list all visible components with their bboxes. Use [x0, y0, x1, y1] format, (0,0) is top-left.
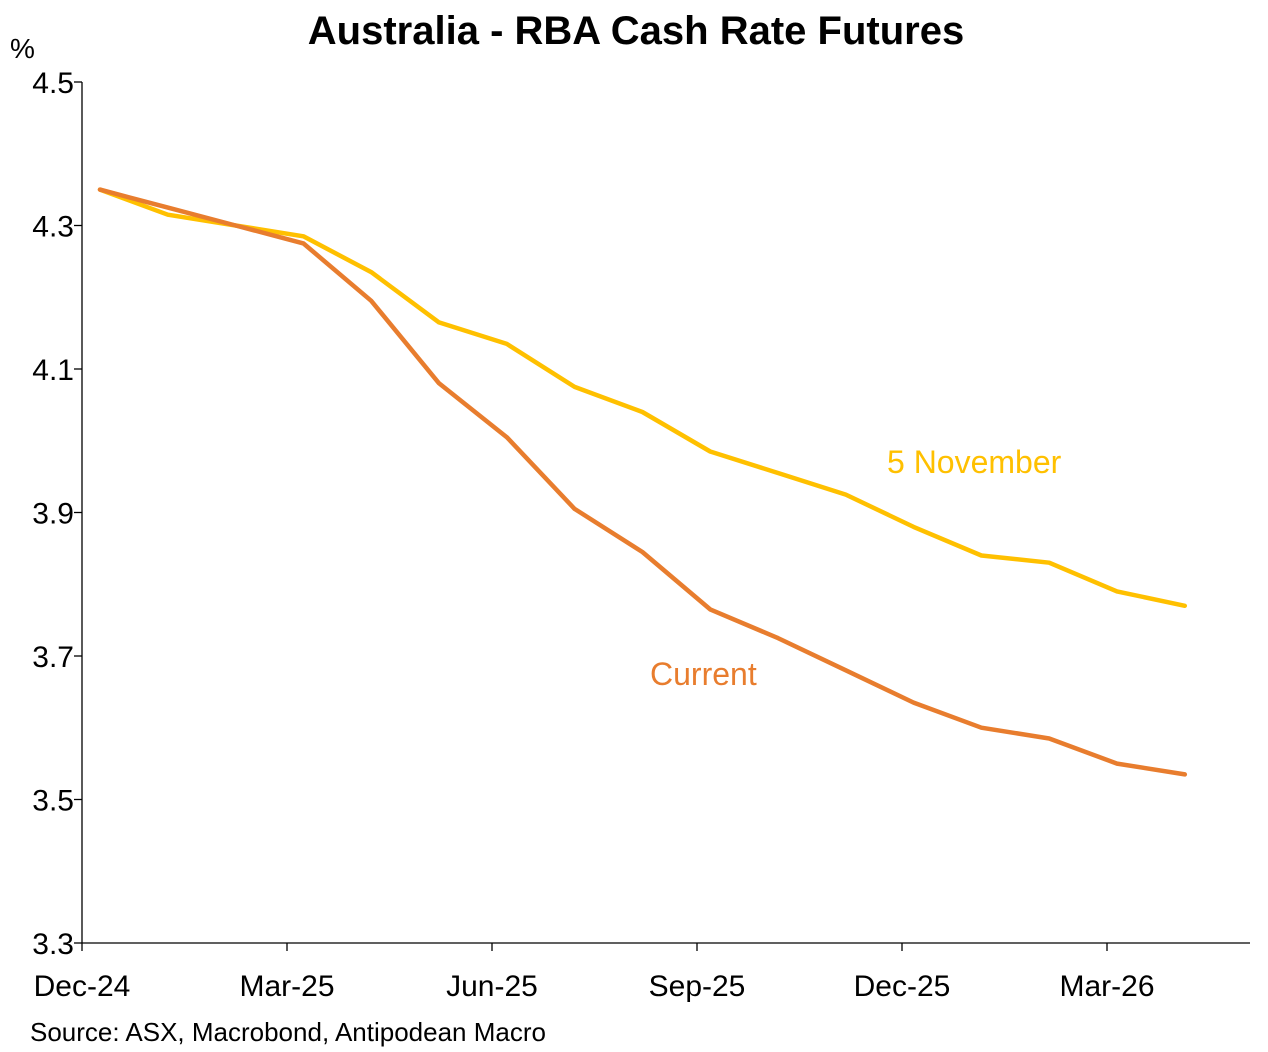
source-note: Source: ASX, Macrobond, Antipodean Macro: [30, 1017, 546, 1047]
x-tick-label: Mar-26: [1059, 970, 1154, 1003]
x-tick-label: Dec-25: [854, 970, 951, 1003]
series-line-5-november: [97, 187, 1188, 609]
y-tick-label: 4.3: [32, 211, 74, 244]
series-line-current: [97, 187, 1188, 777]
y-tick-label: 3.9: [32, 498, 74, 531]
y-tick-label: 4.5: [32, 67, 74, 100]
series-label-current: Current: [650, 656, 757, 692]
chart-title: Australia - RBA Cash Rate Futures: [308, 9, 964, 53]
y-tick-label: 3.3: [32, 928, 74, 961]
series-label-5-november: 5 November: [887, 444, 1062, 480]
x-tick-label: Dec-24: [34, 970, 131, 1003]
x-tick-label: Mar-25: [239, 970, 334, 1003]
y-tick-label: 3.7: [32, 641, 74, 674]
y-tick-label: 3.5: [32, 785, 74, 818]
axes: 3.3 3.5 3.7 3.9 4.1 4.3 4.5 Dec-24 Mar-25 Jun-25 S…: [32, 67, 1250, 1003]
y-tick-label: 4.1: [32, 354, 74, 387]
x-tick-label: Jun-25: [446, 970, 538, 1003]
x-tick-label: Sep-25: [649, 970, 746, 1003]
series-layer: [97, 187, 1188, 777]
y-axis-unit-label: %: [10, 33, 35, 64]
series-labels: Current 5 November: [650, 444, 1062, 692]
